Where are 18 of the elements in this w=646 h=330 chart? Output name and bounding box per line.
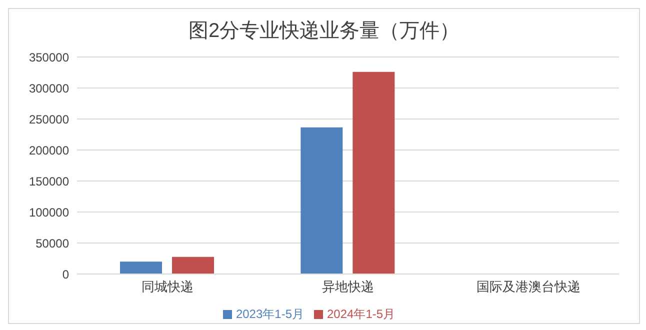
bar <box>300 127 343 274</box>
bar <box>172 256 214 274</box>
y-tick-label: 100000 <box>28 205 70 220</box>
bar <box>352 72 395 274</box>
legend-label: 2023年1-5月 <box>236 307 304 321</box>
x-tick-label: 异地快递 <box>322 279 374 294</box>
y-tick-label: 350000 <box>28 50 70 64</box>
bar <box>120 262 162 274</box>
y-tick-label: 200000 <box>28 143 70 158</box>
x-tick-label: 同城快递 <box>141 279 194 294</box>
y-tick-label: 250000 <box>28 112 70 126</box>
y-tick-label: 300000 <box>28 81 70 96</box>
chart-title: 图2分专业快递业务量（万件） <box>187 19 461 44</box>
legend-label: 2024年1-5月 <box>327 307 396 321</box>
y-tick-label: 0 <box>62 267 70 282</box>
y-tick-label: 150000 <box>28 174 70 188</box>
y-tick-label: 50000 <box>36 236 70 250</box>
x-tick-label: 国际及港澳台快递 <box>476 279 581 294</box>
